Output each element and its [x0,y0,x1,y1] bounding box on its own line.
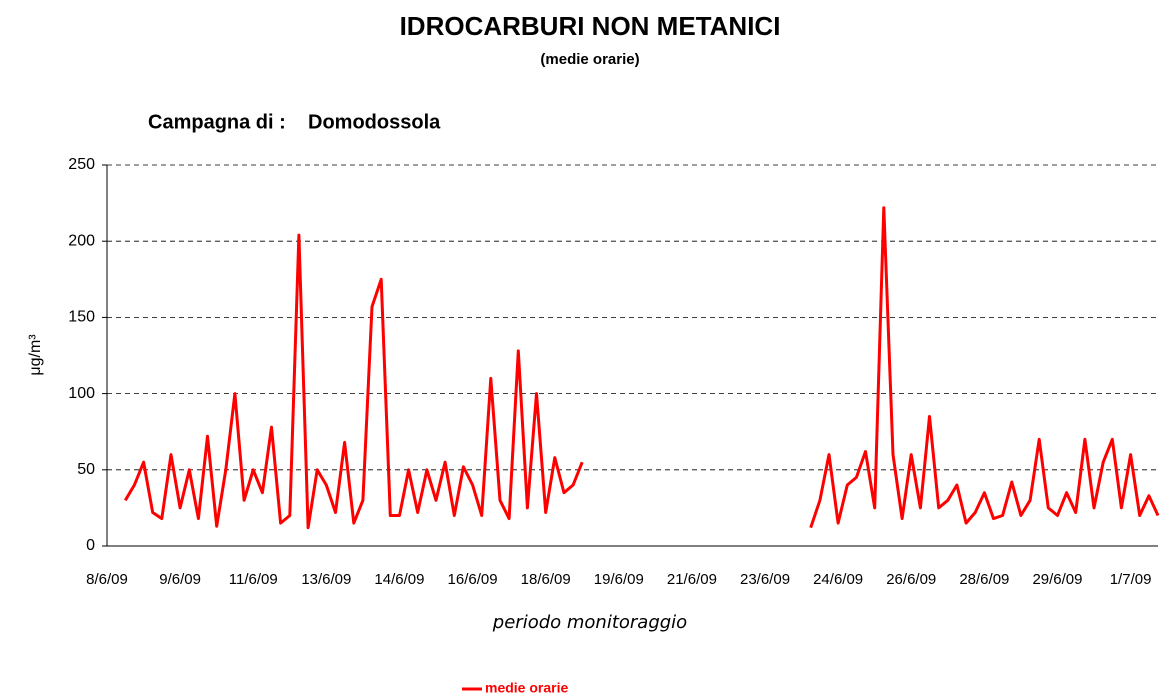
y-tick-label: 200 [68,232,95,249]
y-tick-label: 0 [86,537,95,554]
x-tick-label: 9/6/09 [159,571,201,588]
x-tick-label: 23/6/09 [740,571,790,588]
x-tick-label: 19/6/09 [594,571,644,588]
x-tick-label: 29/6/09 [1032,571,1082,588]
y-tick-label: 250 [68,156,95,173]
x-axis-label: periodo monitoraggio [492,612,687,633]
x-tick-label: 21/6/09 [667,571,717,588]
y-tick-label: 100 [68,385,95,402]
legend-label: medie orarie [485,680,568,696]
x-tick-label: 24/6/09 [813,571,863,588]
chart-subtitle: (medie orarie) [540,51,639,68]
x-tick-label: 28/6/09 [959,571,1009,588]
x-tick-label: 11/6/09 [229,571,278,588]
x-tick-label: 1/7/09 [1110,571,1152,588]
x-tick-label: 13/6/09 [301,571,351,588]
x-tick-label: 16/6/09 [448,571,498,588]
y-tick-label: 150 [68,309,95,326]
data-line [124,206,1160,530]
annotation: Campagna di : Domodossola [148,111,441,133]
x-tick-label: 14/6/09 [374,571,424,588]
y-axis-label: μg/m³ [27,334,44,376]
x-tick-label: 18/6/09 [521,571,571,588]
chart-title: IDROCARBURI NON METANICI [400,11,781,41]
y-tick-label: 50 [77,461,95,478]
x-tick-label: 8/6/09 [86,571,128,588]
x-tick-label: 26/6/09 [886,571,936,588]
